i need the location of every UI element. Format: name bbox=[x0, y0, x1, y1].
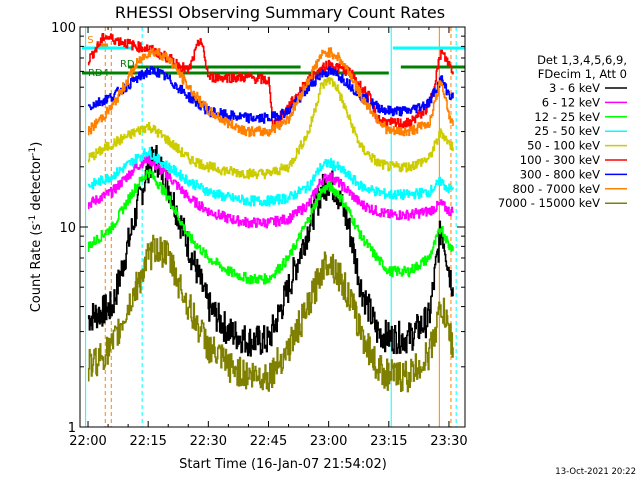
series-line bbox=[87, 168, 454, 285]
legend-series-label: 50 - 100 keV bbox=[527, 139, 600, 153]
legend: Det 1,3,4,5,6,9, FDecim 1, Att 0 3 - 6 k… bbox=[498, 53, 627, 210]
y-axis-label-mid: detector bbox=[29, 155, 44, 215]
legend-series-label: 3 - 6 keV bbox=[549, 81, 600, 95]
series-line bbox=[87, 153, 454, 229]
series-line bbox=[87, 66, 454, 124]
series-line bbox=[87, 147, 454, 207]
x-axis: 22:00 22:15 22:30 22:45 23:00 23:15 23:30 bbox=[69, 27, 468, 449]
legend-series-label: 100 - 300 keV bbox=[520, 153, 600, 167]
legend-series-label: 12 - 25 keV bbox=[534, 110, 600, 124]
x-tick-label: 22:30 bbox=[190, 434, 227, 449]
y-axis: 1 10 100 bbox=[51, 21, 465, 436]
y-tick-label: 100 bbox=[51, 21, 76, 36]
series-line bbox=[87, 33, 454, 131]
legend-series-label: 300 - 800 keV bbox=[520, 167, 600, 181]
legend-header-2: FDecim 1, Att 0 bbox=[538, 67, 627, 81]
legend-series-label: 7000 - 15000 keV bbox=[498, 196, 600, 210]
series-line bbox=[87, 234, 454, 393]
x-tick-label: 23:00 bbox=[310, 434, 347, 449]
x-tick-label: 22:45 bbox=[250, 434, 287, 449]
legend-header-1: Det 1,3,4,5,6,9, bbox=[537, 53, 627, 67]
y-axis-label-end: ) bbox=[29, 142, 44, 147]
x-tick-label: 22:00 bbox=[69, 434, 106, 449]
timestamp: 13-Oct-2021 20:22 bbox=[555, 467, 636, 477]
y-axis-label-sup1: -1 bbox=[28, 215, 38, 224]
legend-series-label: 25 - 50 keV bbox=[534, 124, 600, 138]
legend-series-label: 6 - 12 keV bbox=[542, 95, 600, 109]
chart-title: RHESSI Observing Summary Count Rates bbox=[115, 3, 445, 22]
series-line bbox=[87, 47, 454, 138]
x-axis-label: Start Time (16-Jan-07 21:54:02) bbox=[179, 457, 387, 472]
x-tick-label: 23:15 bbox=[370, 434, 407, 449]
y-tick-label: 1 bbox=[68, 421, 76, 436]
y-axis-label: Count Rate (s-1 detector-1) bbox=[28, 142, 44, 313]
x-tick-label: 22:15 bbox=[129, 434, 166, 449]
x-tick-label: 23:30 bbox=[430, 434, 467, 449]
series-layer bbox=[87, 33, 454, 393]
legend-series-label: 800 - 7000 keV bbox=[512, 182, 600, 196]
flag-label: RD4 bbox=[88, 68, 109, 79]
y-axis-label-main: Count Rate (s bbox=[29, 224, 44, 313]
series-line bbox=[87, 75, 454, 180]
flag-label: S bbox=[87, 35, 93, 46]
y-tick-label: 10 bbox=[59, 221, 76, 236]
y-axis-label-sup2: -1 bbox=[28, 147, 38, 156]
flag-label: RD bbox=[120, 59, 135, 70]
